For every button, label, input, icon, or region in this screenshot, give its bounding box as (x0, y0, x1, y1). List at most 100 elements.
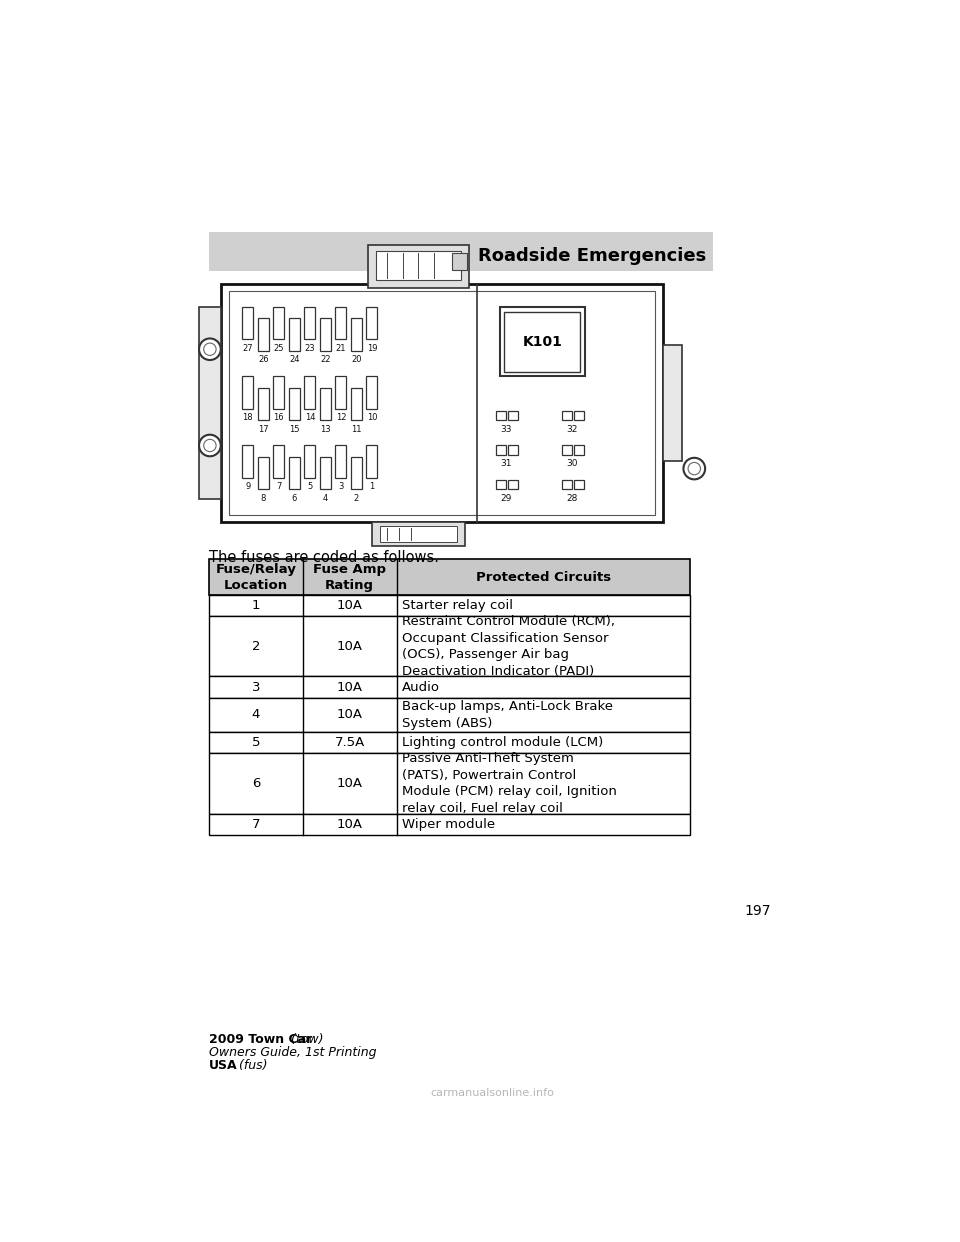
Text: 10A: 10A (337, 681, 363, 694)
Text: 28: 28 (566, 494, 578, 503)
Bar (662, 345, 682, 461)
Bar (209, 754, 689, 814)
Text: 10A: 10A (337, 777, 363, 790)
Text: 3: 3 (338, 482, 344, 492)
Text: 3: 3 (252, 681, 260, 694)
Text: 197: 197 (745, 904, 771, 918)
Text: Fuse Amp
Rating: Fuse Amp Rating (313, 563, 386, 591)
Bar (562, 411, 572, 420)
Bar (199, 307, 221, 499)
Bar (258, 457, 269, 489)
Bar (351, 388, 362, 420)
Text: K101: K101 (522, 334, 563, 349)
Bar (243, 376, 253, 409)
Bar (209, 732, 689, 754)
Bar (351, 318, 362, 350)
Text: 13: 13 (320, 425, 330, 433)
Circle shape (199, 339, 221, 360)
Bar (289, 318, 300, 350)
Bar (496, 481, 506, 489)
Bar (368, 245, 468, 288)
Bar (209, 677, 689, 698)
Bar (274, 307, 284, 339)
Text: 31: 31 (500, 460, 512, 468)
Text: 4: 4 (323, 494, 328, 503)
Bar (574, 481, 585, 489)
Text: 24: 24 (289, 355, 300, 364)
Text: 25: 25 (274, 344, 284, 353)
Bar (274, 376, 284, 409)
Text: USA: USA (209, 1059, 238, 1072)
Bar (367, 446, 377, 478)
Circle shape (204, 440, 216, 452)
Text: 16: 16 (274, 414, 284, 422)
Text: 1: 1 (370, 482, 374, 492)
Circle shape (204, 343, 216, 355)
Bar (562, 481, 572, 489)
Text: 5: 5 (252, 737, 260, 749)
Bar (304, 307, 315, 339)
Text: 2009 Town Car: 2009 Town Car (209, 1033, 312, 1046)
Bar (209, 814, 689, 835)
Text: 7: 7 (276, 482, 281, 492)
Text: The fuses are coded as follows.: The fuses are coded as follows. (209, 550, 439, 565)
Circle shape (199, 435, 221, 456)
Bar (367, 376, 377, 409)
Bar (335, 446, 347, 478)
Bar (320, 457, 331, 489)
Text: carmanualsonline.info: carmanualsonline.info (430, 1088, 554, 1098)
Text: 6: 6 (252, 777, 260, 790)
Bar (243, 446, 253, 478)
Text: Roadside Emergencies: Roadside Emergencies (478, 247, 707, 265)
Text: 7: 7 (252, 817, 260, 831)
Bar (504, 312, 581, 371)
Bar (258, 318, 269, 350)
Text: 10A: 10A (337, 708, 363, 722)
Text: 18: 18 (243, 414, 253, 422)
Text: 21: 21 (336, 344, 347, 353)
Text: Lighting control module (LCM): Lighting control module (LCM) (402, 737, 603, 749)
Text: 27: 27 (243, 344, 253, 353)
Bar (500, 307, 585, 376)
Bar (574, 446, 585, 455)
Text: 15: 15 (289, 425, 300, 433)
Bar (320, 388, 331, 420)
Text: 19: 19 (367, 344, 377, 353)
Bar (508, 481, 518, 489)
Bar (562, 446, 572, 455)
Bar (508, 446, 518, 455)
Text: 17: 17 (258, 425, 269, 433)
Text: (tow): (tow) (287, 1033, 324, 1046)
Text: 20: 20 (351, 355, 362, 364)
Text: 10A: 10A (337, 817, 363, 831)
Bar (452, 253, 468, 270)
Circle shape (688, 462, 701, 474)
Text: 6: 6 (292, 494, 297, 503)
Bar (209, 616, 689, 677)
Text: 14: 14 (304, 414, 315, 422)
Bar (209, 595, 689, 616)
Text: Owners Guide, 1st Printing: Owners Guide, 1st Printing (209, 1046, 376, 1059)
Bar (304, 446, 315, 478)
Bar (351, 457, 362, 489)
Text: 5: 5 (307, 482, 313, 492)
Bar (508, 411, 518, 420)
Text: 11: 11 (351, 425, 362, 433)
Bar (243, 307, 253, 339)
Text: Wiper module: Wiper module (402, 817, 495, 831)
Bar (335, 307, 347, 339)
Text: 10A: 10A (337, 599, 363, 612)
Text: 29: 29 (500, 494, 512, 503)
Text: 7.5A: 7.5A (334, 737, 365, 749)
Text: 33: 33 (500, 425, 512, 433)
Bar (289, 388, 300, 420)
Bar (574, 411, 585, 420)
Bar (289, 457, 300, 489)
Bar (274, 446, 284, 478)
Text: 23: 23 (304, 344, 315, 353)
Bar (258, 388, 269, 420)
Text: Back-up lamps, Anti-Lock Brake
System (ABS): Back-up lamps, Anti-Lock Brake System (A… (402, 700, 612, 730)
Text: 4: 4 (252, 708, 260, 722)
Bar (209, 559, 689, 595)
Bar (375, 251, 461, 279)
